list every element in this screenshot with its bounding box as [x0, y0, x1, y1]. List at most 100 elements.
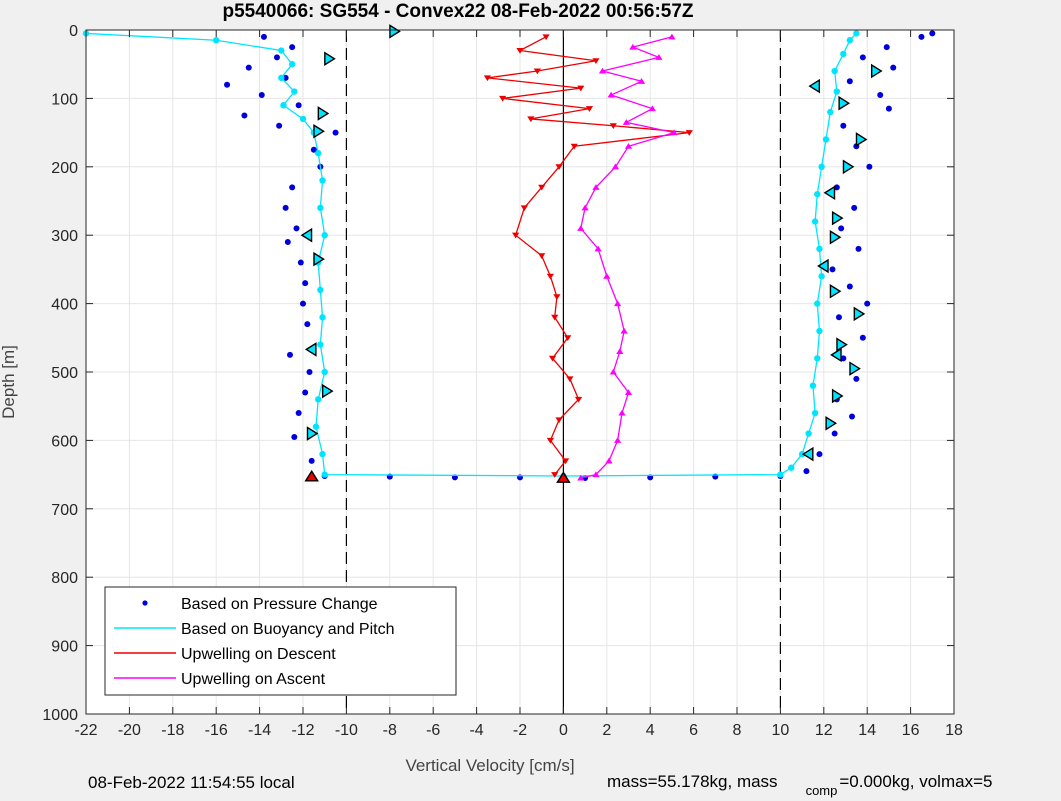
data-point: [332, 129, 339, 136]
annotation-marker: [823, 185, 836, 201]
y-tick-label: 1000: [42, 707, 78, 724]
data-point: [317, 204, 324, 212]
data-point: [809, 382, 817, 389]
data-point: [577, 225, 585, 231]
data-point: [853, 30, 860, 37]
data-point: [555, 164, 563, 171]
data-point: [603, 273, 611, 279]
annotation-marker: [838, 95, 851, 111]
data-point: [542, 34, 550, 41]
data-point: [890, 64, 897, 71]
data-point: [838, 225, 845, 232]
y-tick-label: 0: [69, 23, 78, 40]
data-point: [598, 67, 607, 74]
y-tick-label: 900: [51, 639, 78, 656]
data-point: [618, 409, 626, 416]
data-point: [859, 54, 866, 61]
x-tick-label: 14: [858, 722, 876, 739]
data-point: [284, 239, 291, 246]
x-tick-label: -20: [118, 722, 141, 739]
data-point: [624, 389, 633, 396]
data-point: [822, 136, 830, 143]
data-point: [310, 146, 317, 153]
y-tick-label: 100: [51, 91, 78, 108]
data-point: [855, 245, 862, 252]
series-line: [580, 36, 675, 479]
data-point: [929, 30, 936, 37]
data-point: [302, 389, 309, 396]
data-point: [224, 81, 231, 88]
legend-symbol: [142, 600, 148, 606]
data-point: [577, 85, 585, 92]
data-point: [885, 105, 892, 112]
data-point: [864, 300, 871, 307]
data-point: [566, 376, 574, 383]
data-point: [585, 106, 594, 112]
data-point: [538, 184, 546, 191]
x-tick-label: 4: [646, 722, 655, 739]
x-tick-label: 12: [815, 722, 833, 739]
annotation-marker: [853, 306, 866, 322]
series-3: [483, 34, 693, 478]
data-point: [655, 54, 663, 60]
data-point: [280, 102, 287, 109]
data-point: [546, 437, 554, 444]
data-point: [551, 314, 559, 321]
data-point: [866, 163, 873, 170]
data-point: [831, 430, 838, 437]
data-point: [827, 108, 834, 116]
data-point: [840, 355, 847, 362]
data-point: [851, 204, 858, 211]
annotation-marker: [870, 63, 883, 79]
data-point: [321, 368, 328, 376]
data-point: [811, 218, 819, 225]
annotation-marker: [306, 426, 319, 441]
data-point: [581, 204, 589, 211]
data-point: [622, 119, 630, 125]
annotation-marker: [304, 342, 317, 357]
y-tick-label: 400: [51, 297, 78, 314]
data-point: [574, 396, 583, 403]
data-point: [520, 205, 528, 212]
data-point: [811, 409, 819, 417]
data-point: [670, 129, 678, 136]
data-point: [814, 300, 821, 307]
data-point: [846, 78, 853, 85]
annotation-marker: [831, 210, 844, 226]
annotation-marker: [829, 229, 842, 245]
footer-mass-info: mass=55.178kg, mass comp =0.000kg, volmax=…: [607, 772, 992, 798]
annotation-marker: [836, 337, 848, 352]
y-tick-label: 600: [51, 433, 78, 450]
data-point: [829, 266, 836, 273]
data-point: [840, 50, 847, 58]
x-tick-label: -14: [248, 722, 271, 739]
legend-box: [104, 586, 457, 696]
x-tick-label: 10: [772, 722, 790, 739]
data-point: [805, 430, 812, 437]
data-point: [276, 122, 283, 129]
data-point: [816, 245, 823, 253]
data-point: [527, 116, 535, 123]
x-tick-label: -22: [74, 722, 97, 739]
data-point: [607, 91, 615, 98]
data-point: [833, 88, 841, 95]
data-point: [877, 91, 884, 98]
data-point: [803, 468, 810, 475]
data-point: [818, 273, 825, 280]
x-tick-label: -12: [291, 722, 314, 739]
annotation-marker: [831, 388, 844, 404]
annotation-marker: [825, 416, 838, 431]
data-point: [293, 225, 300, 232]
data-point: [561, 458, 570, 465]
data-point: [306, 369, 313, 375]
data-point: [321, 232, 328, 239]
data-point: [289, 184, 296, 191]
data-point: [609, 123, 617, 129]
data-point: [548, 355, 557, 362]
x-tick-label: -10: [335, 722, 358, 739]
y-tick-label: 300: [51, 228, 78, 245]
annotation-marker: [313, 123, 325, 139]
data-point: [314, 396, 322, 403]
data-point: [273, 54, 280, 61]
data-point: [814, 355, 821, 362]
